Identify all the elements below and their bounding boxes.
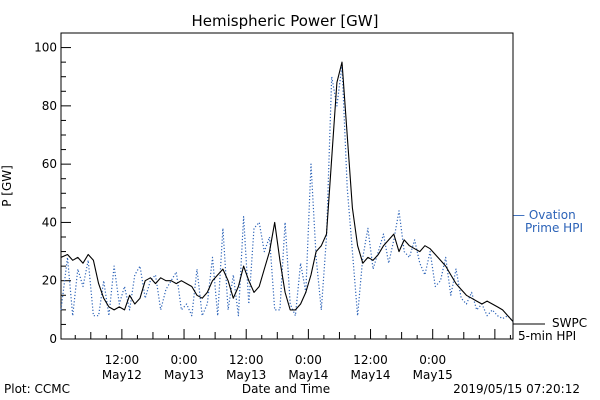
series-swpc-line bbox=[60, 61, 514, 322]
x-tick-label-date: May15 bbox=[413, 368, 453, 382]
x-tick-label-time: 12:00 bbox=[353, 353, 388, 367]
legend-ovation-line2: Prime HPI bbox=[525, 221, 583, 235]
x-tick-label-date: May13 bbox=[226, 368, 266, 382]
legend: — Ovation Prime HPI SWPC 5-min HPI bbox=[513, 208, 587, 343]
y-tick-label: 20 bbox=[42, 274, 57, 288]
footer-credit: Plot: CCMC bbox=[4, 382, 70, 396]
series-ovation-line bbox=[60, 64, 514, 322]
y-tick-label: 100 bbox=[34, 41, 57, 55]
y-axis: 0 20 40 60 80 100 bbox=[34, 41, 71, 346]
y-tick-label: 60 bbox=[42, 157, 57, 171]
chart-title: Hemispheric Power [GW] bbox=[192, 12, 379, 30]
legend-swpc-line1: SWPC bbox=[552, 316, 587, 330]
y-tick-label: 80 bbox=[42, 99, 57, 113]
y-axis-label: P [GW] bbox=[0, 165, 14, 207]
x-tick-label-time: 0:00 bbox=[171, 353, 198, 367]
y-tick-label: 0 bbox=[49, 332, 57, 346]
y-tick-label: 40 bbox=[42, 215, 57, 229]
legend-swpc-line2: 5-min HPI bbox=[518, 329, 576, 343]
x-tick-label-time: 12:00 bbox=[229, 353, 264, 367]
x-axis: 12:00May120:00May1312:00May130:00May1412… bbox=[74, 329, 511, 382]
x-tick-label-date: May12 bbox=[102, 368, 142, 382]
x-tick-label-date: May14 bbox=[350, 368, 390, 382]
series-layer bbox=[60, 61, 514, 322]
x-tick-label-time: 0:00 bbox=[295, 353, 322, 367]
footer-timestamp: 2019/05/15 07:20:12 bbox=[453, 382, 580, 396]
x-tick-label-time: 0:00 bbox=[419, 353, 446, 367]
x-tick-label-date: May14 bbox=[288, 368, 328, 382]
x-tick-label-time: 12:00 bbox=[105, 353, 140, 367]
x-axis-label: Date and Time bbox=[242, 382, 330, 396]
legend-ovation-line1: — Ovation bbox=[513, 208, 576, 222]
x-tick-label-date: May13 bbox=[164, 368, 204, 382]
plot-frame bbox=[60, 32, 514, 340]
